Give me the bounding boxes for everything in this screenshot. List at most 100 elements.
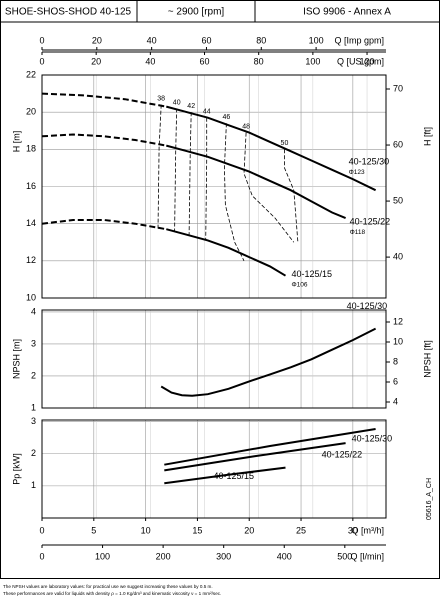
x-tick-label: 15 [192, 525, 202, 535]
y2-tick-label: 6 [393, 376, 398, 386]
efficiency-curve [243, 132, 295, 243]
x-tick-label: 80 [254, 56, 264, 66]
series-label: 40-125/15 [213, 471, 254, 481]
efficiency-curve [284, 149, 299, 243]
x-tick-label: 200 [156, 551, 171, 561]
curve [160, 327, 377, 397]
efficiency-curve [223, 123, 245, 261]
x-tick-label: 20 [92, 35, 102, 45]
y-tick-label: 14 [26, 218, 36, 228]
x-tick-label: 10 [141, 525, 151, 535]
y2-axis-label: H [ft] [422, 127, 432, 146]
plot-frame [41, 419, 387, 519]
x-tick-label: 100 [95, 551, 110, 561]
curve [166, 144, 346, 220]
x-tick-label: 120 [360, 56, 375, 66]
series-label: 40-125/22 [322, 450, 363, 460]
x-tick-label: 60 [200, 56, 210, 66]
y2-tick-label: 40 [393, 251, 403, 261]
curve [166, 228, 287, 277]
y-tick-label: 20 [26, 107, 36, 117]
drawing-code: 05616_A_CH [426, 478, 433, 520]
x-tick-label: 5 [91, 525, 96, 535]
impeller-diameter: Φ106 [291, 281, 307, 288]
y2-tick-label: 8 [393, 356, 398, 366]
x-tick-label: 400 [277, 551, 292, 561]
y-tick-label: 18 [26, 144, 36, 154]
curve-extension [41, 219, 167, 231]
y-axis-label: Pp [kW] [11, 453, 21, 485]
x-tick-label: 20 [244, 525, 254, 535]
y-axis-label: H [m] [11, 131, 21, 153]
x-tick-label: 0 [39, 551, 44, 561]
y-tick-label: 4 [31, 306, 36, 316]
y-tick-label: 2 [31, 370, 36, 380]
efficiency-curve [205, 117, 208, 241]
curve [164, 428, 376, 466]
y-tick-label: 1 [31, 480, 36, 490]
impeller-diameter: Φ118 [350, 229, 366, 236]
y-tick-label: 1 [31, 402, 36, 412]
speed: ~ 2900 [rpm] [168, 7, 225, 18]
y-tick-label: 3 [31, 416, 36, 426]
curve-extension [41, 133, 167, 147]
efficiency-label: 46 [223, 114, 231, 121]
axis-label: Q [Imp gpm] [334, 35, 384, 45]
series-label: 40-125/30 [352, 433, 393, 443]
y-tick-label: 16 [26, 181, 36, 191]
x-tick-label: 0 [39, 525, 44, 535]
efficiency-label: 48 [242, 123, 250, 130]
x-tick-label: 80 [256, 35, 266, 45]
series-label: 40-125/30 [349, 157, 390, 167]
x-tick-label: 25 [296, 525, 306, 535]
note: These performances are valid for liquids… [3, 591, 221, 596]
y-tick-label: 2 [31, 448, 36, 458]
impeller-diameter: Φ123 [349, 169, 365, 176]
x-tick-label: 500 [337, 551, 352, 561]
standard: ISO 9906 - Annex A [303, 7, 391, 18]
y-tick-label: 3 [31, 338, 36, 348]
x-tick-label: 0 [39, 35, 44, 45]
series-label: 40-125/15 [291, 269, 332, 279]
efficiency-curve [157, 104, 162, 230]
plot-frame [41, 309, 387, 409]
y-tick-label: 10 [26, 292, 36, 302]
y-tick-label: 22 [26, 69, 36, 79]
x-tick-label: 0 [39, 56, 44, 66]
note: The NPSH values are laboratory values: f… [3, 584, 213, 589]
x-tick-label: 40 [145, 56, 155, 66]
model: SHOE-SHOS-SHOD 40-125 [5, 7, 132, 18]
efficiency-label: 38 [157, 96, 165, 103]
x-tick-label: 300 [216, 551, 231, 561]
x-tick-label: 20 [91, 56, 101, 66]
series-label: 40-125/22 [350, 216, 391, 226]
x-tick-label: 100 [305, 56, 320, 66]
page-frame [0, 0, 440, 579]
y2-tick-label: 12 [393, 316, 403, 326]
efficiency-label: 50 [281, 140, 289, 147]
axis-label: Q [US gpm] [337, 56, 384, 66]
curve-extension [41, 92, 167, 108]
y2-tick-label: 60 [393, 139, 403, 149]
y-axis-label: NPSH [m] [11, 339, 21, 379]
efficiency-label: 44 [203, 109, 211, 116]
x-tick-label: 40 [147, 35, 157, 45]
y2-tick-label: 10 [393, 336, 403, 346]
y2-tick-label: 4 [393, 396, 398, 406]
efficiency-label: 42 [187, 103, 195, 110]
efficiency-curve [188, 112, 192, 235]
series-label: 40-125/30 [347, 301, 388, 311]
curve [166, 105, 377, 192]
axis-label: Q [l/min] [350, 551, 384, 561]
efficiency-label: 40 [173, 99, 181, 106]
y2-tick-label: 50 [393, 195, 403, 205]
axis-label: Q [m³/h] [351, 525, 384, 535]
plot-frame [41, 74, 387, 299]
x-tick-label: 60 [201, 35, 211, 45]
y2-tick-label: 70 [393, 83, 403, 93]
y2-axis-label: NPSH [ft] [422, 340, 432, 378]
y-tick-label: 12 [26, 255, 36, 265]
x-tick-label: 100 [309, 35, 324, 45]
curve [164, 442, 346, 472]
